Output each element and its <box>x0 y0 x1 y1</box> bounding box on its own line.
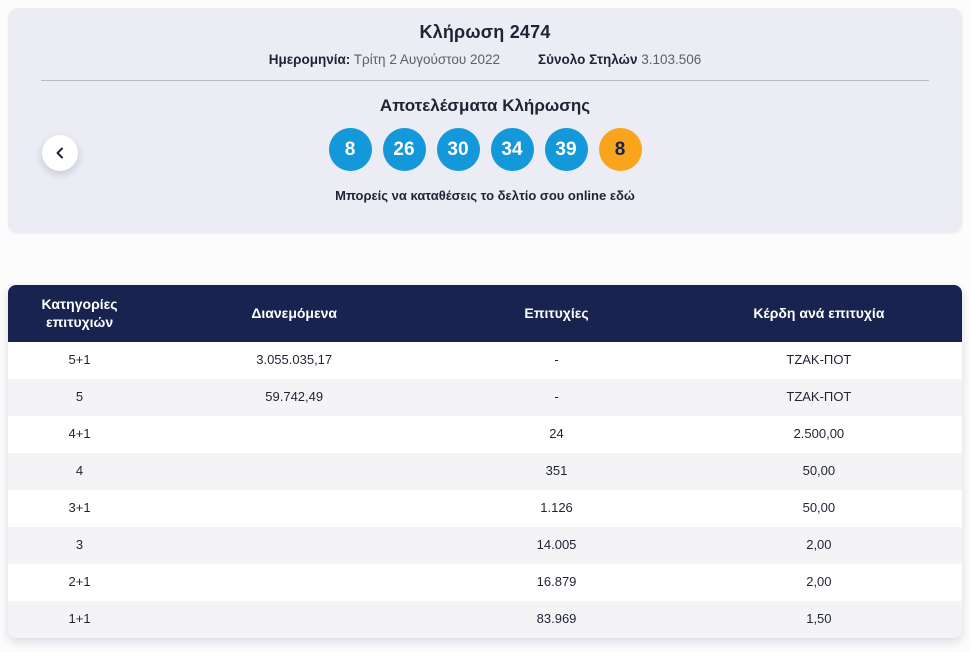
table-cell: 24 <box>549 426 564 442</box>
cta-line: Μπορείς να καταθέσεις το δελτίο σου onli… <box>8 188 962 203</box>
table-row: 1+1 83.969 1,50 <box>8 601 962 638</box>
table-cell: - <box>554 352 559 368</box>
table-cell: 2,00 <box>806 537 832 553</box>
table-cell: 2+1 <box>68 574 91 590</box>
table-cell <box>151 470 437 474</box>
number-ball: 34 <box>490 128 534 171</box>
draw-date: Ημερομηνία: Τρίτη 2 Αυγούστου 2022 <box>269 52 500 67</box>
table-cell: 83.969 <box>536 611 577 627</box>
table-cell: 1,50 <box>806 611 832 627</box>
number-ball: 8 <box>328 128 372 171</box>
table-row: 3 14.005 2,00 <box>8 527 962 564</box>
table-body: 5+1 3.055.035,17 - ΤΖΑΚ-ΠΟΤ 5 59.742,49 - ΤΖΑΚ-… <box>8 342 962 638</box>
table-cell: 5 <box>75 389 84 405</box>
total-columns-label: Σύνολο Στηλών <box>538 52 638 67</box>
table-header-row: Κατηγορίες επιτυχιών Διανεμόμενα Επιτυχίες… <box>8 285 962 342</box>
table-cell: 50,00 <box>802 463 836 479</box>
table-header-cell: Κέρδη ανά επιτυχία <box>753 304 885 321</box>
table-cell: 3.055.035,17 <box>256 352 333 368</box>
table-cell <box>151 433 437 437</box>
table-cell: 1+1 <box>68 611 91 627</box>
previous-draw-button[interactable] <box>42 135 78 171</box>
table-cell <box>151 581 437 585</box>
table-cell: 5+1 <box>68 352 91 368</box>
table-cell: 50,00 <box>802 500 836 516</box>
table-cell: 16.879 <box>536 574 577 590</box>
total-columns-value: 3.103.506 <box>641 52 702 67</box>
table-row: 4 351 50,00 <box>8 453 962 490</box>
cta-text: Μπορείς να καταθέσεις το δελτίο σου onli… <box>335 188 607 203</box>
table-cell: 3 <box>75 537 84 553</box>
draw-subtitle: Ημερομηνία: Τρίτη 2 Αυγούστου 2022 Σύνολ… <box>8 52 962 67</box>
table-cell: 14.005 <box>536 537 577 553</box>
table-cell: 1.126 <box>540 500 573 516</box>
table-row: 5+1 3.055.035,17 - ΤΖΑΚ-ΠΟΤ <box>8 342 962 379</box>
chevron-left-icon <box>52 145 68 161</box>
winnings-table: Κατηγορίες επιτυχιών Διανεμόμενα Επιτυχίες… <box>8 285 962 638</box>
table-cell <box>151 618 437 622</box>
total-columns: Σύνολο Στηλών 3.103.506 <box>538 52 701 67</box>
table-cell: 4 <box>75 463 84 479</box>
table-row: 5 59.742,49 - ΤΖΑΚ-ΠΟΤ <box>8 379 962 416</box>
table-cell: 2,00 <box>806 574 832 590</box>
joker-ball: 8 <box>598 128 642 171</box>
cta-link[interactable]: εδώ <box>609 188 635 203</box>
draw-title: Κλήρωση 2474 <box>419 22 551 42</box>
table-row: 4+1 24 2.500,00 <box>8 416 962 453</box>
number-ball: 26 <box>382 128 426 171</box>
draw-date-value: Τρίτη 2 Αυγούστου 2022 <box>353 52 501 67</box>
table-cell: ΤΖΑΚ-ΠΟΤ <box>786 352 852 368</box>
table-cell: 2.500,00 <box>793 426 845 442</box>
table-cell: 4+1 <box>68 426 91 442</box>
number-ball: 39 <box>544 128 588 171</box>
table-cell: 59.742,49 <box>265 389 324 405</box>
draw-card: Κλήρωση 2474 Ημερομηνία: Τρίτη 2 Αυγούστ… <box>8 8 962 233</box>
results-title: Αποτελέσματα Κλήρωσης <box>379 96 591 115</box>
table-cell: 3+1 <box>68 500 91 516</box>
table-header-cell: Επιτυχίες <box>524 304 589 321</box>
table-row: 2+1 16.879 2,00 <box>8 564 962 601</box>
table-row: 3+1 1.126 50,00 <box>8 490 962 527</box>
table-cell <box>151 507 437 511</box>
table-header-cell: Κατηγορίες επιτυχιών <box>41 296 118 330</box>
table-cell <box>151 544 437 548</box>
table-cell: ΤΖΑΚ-ΠΟΤ <box>786 389 852 405</box>
draw-date-label: Ημερομηνία: <box>268 52 351 67</box>
divider <box>41 80 929 81</box>
number-ball: 30 <box>436 128 480 171</box>
results-numbers: 8 26 30 34 39 8 <box>8 128 962 171</box>
table-cell: 351 <box>545 463 568 479</box>
table-header-cell: Διανεμόμενα <box>251 304 338 321</box>
table-cell: - <box>554 389 559 405</box>
